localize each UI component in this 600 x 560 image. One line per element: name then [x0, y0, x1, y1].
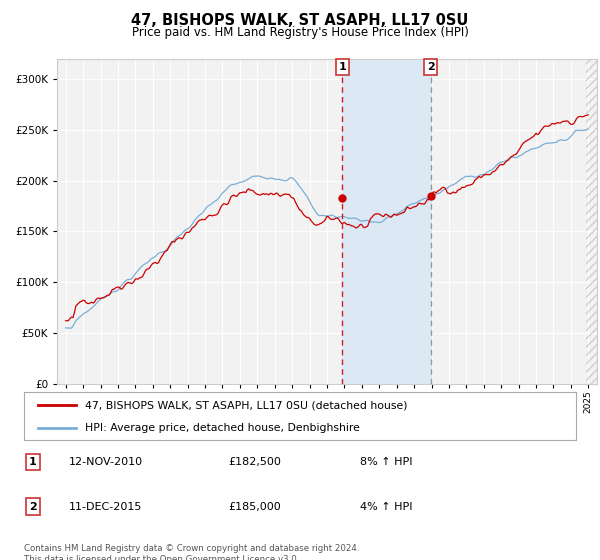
Text: 8% ↑ HPI: 8% ↑ HPI	[360, 457, 413, 467]
Text: 47, BISHOPS WALK, ST ASAPH, LL17 0SU (detached house): 47, BISHOPS WALK, ST ASAPH, LL17 0SU (de…	[85, 400, 407, 410]
Text: 2: 2	[29, 502, 37, 512]
Text: £185,000: £185,000	[228, 502, 281, 512]
Text: Contains HM Land Registry data © Crown copyright and database right 2024.
This d: Contains HM Land Registry data © Crown c…	[24, 544, 359, 560]
Text: 12-NOV-2010: 12-NOV-2010	[69, 457, 143, 467]
Text: 47, BISHOPS WALK, ST ASAPH, LL17 0SU: 47, BISHOPS WALK, ST ASAPH, LL17 0SU	[131, 13, 469, 28]
Text: Price paid vs. HM Land Registry's House Price Index (HPI): Price paid vs. HM Land Registry's House …	[131, 26, 469, 39]
Text: HPI: Average price, detached house, Denbighshire: HPI: Average price, detached house, Denb…	[85, 423, 359, 433]
Text: 1: 1	[29, 457, 37, 467]
Text: 11-DEC-2015: 11-DEC-2015	[69, 502, 142, 512]
Text: 4% ↑ HPI: 4% ↑ HPI	[360, 502, 413, 512]
Text: 2: 2	[427, 62, 434, 72]
Bar	[342, 59, 431, 384]
Text: 1: 1	[338, 62, 346, 72]
Text: £182,500: £182,500	[228, 457, 281, 467]
